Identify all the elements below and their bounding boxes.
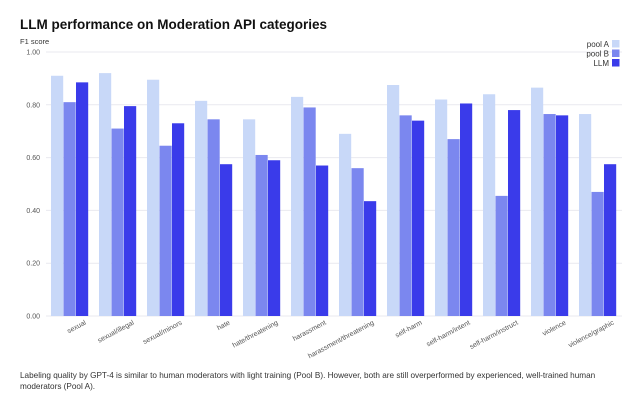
bar-llm xyxy=(316,165,329,316)
bar-pool-a xyxy=(339,133,352,316)
x-category-label: self-harm/intent xyxy=(426,320,472,349)
bar-pool-a xyxy=(291,96,304,316)
bar-pool-b xyxy=(495,195,508,316)
bars-layer xyxy=(51,73,617,317)
bar-pool-b xyxy=(159,145,172,316)
bar-pool-b xyxy=(303,107,316,316)
bar-pool-a xyxy=(483,94,496,317)
bar-llm xyxy=(604,164,617,316)
bar-chart: 0.00 0.20 0.40 0.60 0.80 1.00 sexual sexual/il… xyxy=(26,40,622,360)
grid-layer xyxy=(46,51,622,317)
bar-pool-a xyxy=(147,79,160,316)
legend-label: pool A xyxy=(587,40,610,49)
bar-pool-a xyxy=(387,85,400,316)
y-tick-label: 0.60 xyxy=(26,155,40,162)
x-category-label: violence/graphic xyxy=(567,319,615,349)
x-category-label: hate/threatening xyxy=(231,320,279,350)
bar-llm xyxy=(412,120,425,316)
y-tick-label: 1.00 xyxy=(26,50,40,57)
x-categories-layer: sexual sexual/illegal sexual/minors hate hat… xyxy=(66,319,616,360)
x-category-label: harassment xyxy=(292,320,328,343)
bar-pool-b xyxy=(207,119,220,316)
bar-llm xyxy=(172,123,185,316)
x-category-label: sexual/illegal xyxy=(97,319,136,344)
legend-label: pool B xyxy=(586,50,609,59)
bar-pool-b xyxy=(111,128,124,316)
bar-llm xyxy=(268,160,281,316)
bar-llm xyxy=(556,115,569,316)
bar-llm xyxy=(76,82,89,316)
y-ticks-layer: 0.00 0.20 0.40 0.60 0.80 1.00 xyxy=(26,50,40,321)
y-tick-label: 0.20 xyxy=(26,261,40,268)
bar-pool-b xyxy=(591,191,604,316)
x-category-label: sexual/minors xyxy=(142,319,184,346)
bar-pool-a xyxy=(531,87,544,316)
chart-caption: Labeling quality by GPT-4 is similar to … xyxy=(20,371,596,391)
legend-swatch xyxy=(612,59,620,67)
bar-pool-b xyxy=(543,114,556,316)
bar-pool-b xyxy=(255,154,268,316)
bar-pool-a xyxy=(51,75,64,316)
y-axis-label: F1 score xyxy=(20,37,50,46)
bar-llm xyxy=(508,110,521,316)
bar-pool-b xyxy=(399,115,412,316)
bar-pool-a xyxy=(579,114,592,316)
bar-pool-a xyxy=(243,119,256,316)
x-category-label: self-harm xyxy=(394,320,423,340)
x-category-label: sexual xyxy=(66,319,88,335)
legend-swatch xyxy=(612,49,620,57)
bar-pool-a xyxy=(195,100,208,316)
legend-label: LLM xyxy=(593,59,609,68)
y-tick-label: 0.00 xyxy=(26,314,40,321)
legend-swatch xyxy=(612,40,620,48)
bar-llm xyxy=(460,103,473,316)
bar-pool-b xyxy=(63,102,76,316)
bar-llm xyxy=(220,164,233,316)
x-category-label: violence xyxy=(541,320,567,338)
x-category-label: hate xyxy=(216,320,231,333)
bar-pool-a xyxy=(435,99,448,317)
x-category-label: self-harm/instruct xyxy=(469,320,520,351)
y-tick-label: 0.40 xyxy=(26,208,40,215)
y-tick-label: 0.80 xyxy=(26,102,40,109)
bar-llm xyxy=(124,106,137,317)
bar-pool-b xyxy=(447,139,460,316)
bar-llm xyxy=(364,201,377,316)
chart-title: LLM performance on Moderation API catego… xyxy=(20,17,328,32)
bar-pool-a xyxy=(99,73,112,317)
bar-pool-b xyxy=(351,168,364,316)
